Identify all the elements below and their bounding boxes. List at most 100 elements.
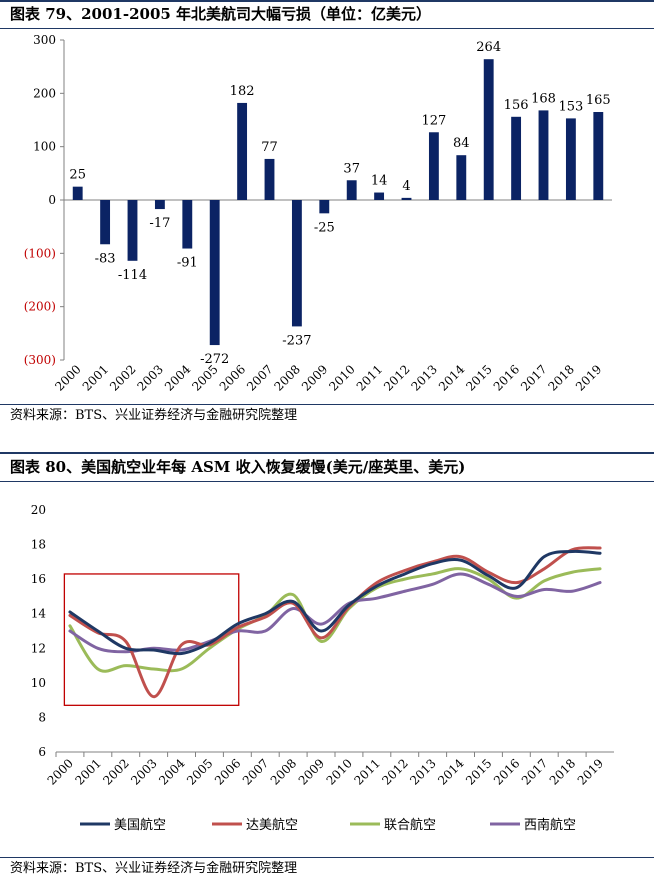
data-label-2012: 4 (402, 179, 410, 194)
y-tick-label: (300) (24, 353, 56, 367)
data-label-2002: -114 (118, 268, 147, 283)
data-label-2005: -272 (200, 352, 229, 367)
x-tick-label: 2002 (107, 362, 138, 393)
legend-label-3: 西南航空 (524, 817, 576, 833)
legend-label-2: 联合航空 (384, 817, 436, 833)
data-label-2007: 77 (261, 140, 278, 155)
bar-2009 (319, 200, 330, 214)
x-tick-label: 2000 (52, 362, 83, 393)
figure2-title: 图表 80、美国航空业年每 ASM 收入恢复缓慢(美元/座英里、美元) (10, 458, 466, 476)
bar-2016 (511, 116, 522, 200)
x-tick-label: 2000 (45, 756, 76, 787)
bar-2013 (428, 132, 439, 200)
bar-2018 (565, 118, 576, 200)
x-tick-label: 2016 (491, 756, 522, 787)
x-tick-label: 2019 (573, 362, 604, 393)
y-tick-label: (100) (24, 246, 56, 260)
x-tick-label: 2012 (381, 362, 412, 393)
x-tick-label: 2017 (518, 362, 549, 393)
data-label-2015: 264 (476, 40, 501, 55)
y-tick-label: 20 (31, 503, 46, 517)
x-tick-label: 2012 (379, 756, 410, 787)
x-tick-label: 2015 (463, 756, 494, 787)
x-tick-label: 2010 (324, 756, 355, 787)
data-label-2001: -83 (95, 251, 116, 266)
bar-2011 (374, 192, 385, 200)
bar-2003 (154, 200, 165, 210)
x-tick-label: 2017 (519, 756, 550, 787)
x-tick-label: 2007 (240, 756, 271, 787)
data-label-2009: -25 (314, 220, 335, 235)
x-tick-label: 2019 (575, 756, 606, 787)
x-tick-label: 2014 (436, 362, 468, 394)
data-label-2019: 165 (586, 93, 611, 108)
x-tick-label: 2007 (244, 362, 275, 393)
y-tick-label: 8 (38, 710, 46, 724)
y-tick-label: 200 (33, 86, 56, 100)
bar-2008 (291, 200, 302, 327)
series-line-0 (68, 549, 602, 656)
data-label-2008: -237 (282, 333, 311, 348)
x-tick-label: 2009 (299, 362, 330, 393)
data-label-2011: 14 (371, 174, 388, 189)
x-tick-label: 2010 (326, 362, 357, 393)
data-label-2016: 156 (504, 98, 529, 113)
series-line-3 (68, 572, 602, 654)
highlight-box (63, 573, 240, 706)
bar-2012 (401, 197, 412, 200)
y-tick-label: 14 (31, 607, 47, 621)
y-tick-label: 6 (38, 745, 46, 759)
figure1-top-rule (0, 0, 654, 2)
series-line-1 (68, 546, 602, 699)
bar-2007 (264, 158, 275, 200)
data-label-2013: 127 (421, 113, 446, 128)
bar-2002 (127, 200, 138, 261)
legend-label-1: 达美航空 (246, 817, 298, 833)
x-tick-label: 2003 (128, 756, 159, 787)
bar-2000 (72, 186, 83, 200)
y-tick-label: (200) (24, 300, 56, 314)
x-tick-label: 2018 (547, 756, 578, 787)
data-label-2014: 84 (453, 136, 470, 151)
series-line-2 (68, 567, 602, 673)
bar-2010 (346, 180, 357, 200)
x-tick-label: 2011 (354, 362, 385, 393)
y-tick-label: 100 (33, 140, 56, 154)
x-tick-label: 2006 (212, 756, 243, 787)
x-tick-label: 2008 (268, 756, 299, 787)
data-label-2000: 25 (69, 168, 86, 183)
data-label-2017: 168 (531, 91, 556, 106)
bar-2014 (456, 155, 467, 200)
y-tick-label: 0 (48, 193, 56, 207)
figure1-title-rule (0, 28, 654, 29)
data-label-2004: -91 (177, 256, 198, 271)
loss-bar-chart: 300 200 100 0 (100) (200) (300) 25 2000 -83 2001 -1… (24, 33, 612, 394)
bar-2004 (182, 200, 193, 249)
x-tick-label: 2011 (351, 756, 382, 787)
legend-label-0: 美国航空 (114, 817, 166, 833)
x-tick-label: 2002 (100, 756, 131, 787)
data-label-2003: -17 (149, 216, 170, 231)
x-tick-label: 2018 (546, 362, 577, 393)
y-tick-label: 12 (31, 641, 46, 655)
data-label-2006: 182 (230, 84, 255, 99)
data-label-2010: 37 (343, 161, 360, 176)
x-tick-label: 2004 (156, 756, 188, 788)
x-tick-label: 2013 (407, 756, 438, 787)
bar-2015 (483, 59, 494, 201)
x-tick-label: 2001 (72, 756, 103, 787)
y-tick-label: 16 (31, 572, 46, 586)
asm-revenue-line-chart: 2018161412108620002001200220032004200520… (31, 503, 614, 833)
figure2-title-rule (0, 481, 654, 482)
figure1-bottom-rule (0, 404, 654, 405)
y-tick-label: 18 (31, 538, 46, 552)
x-tick-label: 2009 (296, 756, 327, 787)
figure2-source: 资料来源：BTS、兴业证券经济与金融研究院整理 (10, 861, 298, 876)
bar-2019 (593, 112, 604, 200)
bar-2005 (209, 200, 220, 346)
x-tick-label: 2013 (409, 362, 440, 393)
x-tick-label: 2005 (184, 756, 215, 787)
x-tick-label: 2015 (463, 362, 494, 393)
x-tick-label: 2014 (435, 756, 467, 788)
y-tick-label: 10 (31, 676, 46, 690)
